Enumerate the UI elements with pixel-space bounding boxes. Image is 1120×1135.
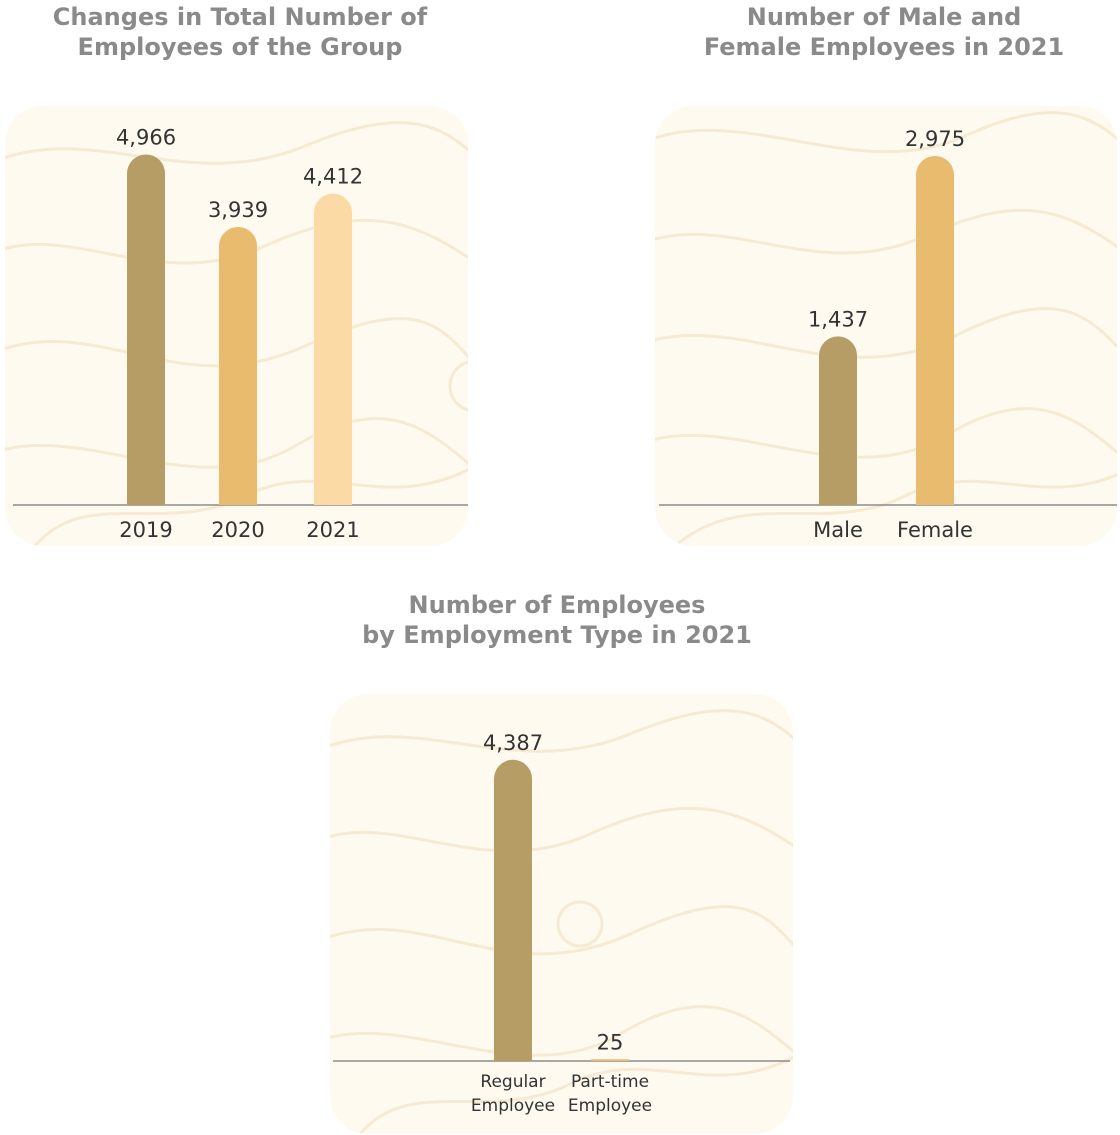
chart3-title-line2: by Employment Type in 2021 — [362, 621, 752, 649]
category-label: Regular Employee — [471, 1072, 555, 1116]
chart3-plot: 4,387 Regular Employee 25 Part-time Employee — [333, 731, 790, 1116]
chart2-plot: 1,437 Male 2,975 Female — [659, 127, 1117, 542]
chart2-title: Number of Male and Female Employees in 2… — [652, 2, 1116, 62]
chart1-plot: 4,966 2019 3,939 2020 4,412 2021 — [13, 125, 468, 542]
bar-male — [819, 336, 857, 505]
bar-part-time-employee — [591, 1059, 629, 1061]
value-label: 25 — [597, 1030, 624, 1054]
bar-regular-employee — [494, 759, 532, 1061]
chart2-panel: 1,437 Male 2,975 Female — [655, 106, 1117, 546]
value-label: 1,437 — [808, 307, 868, 331]
category-label: 2021 — [306, 518, 359, 542]
chart1-title-line2: Employees of the Group — [77, 33, 403, 61]
chart3-title: Number of Employees by Employment Type i… — [327, 590, 787, 650]
chart1-title: Changes in Total Number of Employees of … — [0, 2, 480, 62]
category-label: Female — [897, 518, 973, 542]
chart1-panel: 4,966 2019 3,939 2020 4,412 2021 — [5, 106, 468, 546]
chart3-contour-background — [330, 709, 793, 1134]
chart2-title-line2: Female Employees in 2021 — [703, 33, 1065, 61]
bar-2019 — [127, 154, 165, 505]
value-label: 3,939 — [208, 198, 268, 222]
category-label: Part-time Employee — [568, 1072, 652, 1116]
category-label: 2019 — [119, 518, 172, 542]
category-label: 2020 — [211, 518, 264, 542]
value-label: 4,412 — [303, 165, 363, 189]
chart3-title-line1: Number of Employees — [408, 591, 706, 619]
bar-2020 — [219, 226, 257, 505]
value-label: 4,387 — [483, 731, 543, 755]
value-label: 4,966 — [116, 125, 176, 149]
chart3-panel: 4,387 Regular Employee 25 Part-time Employee — [330, 694, 793, 1134]
category-label: Male — [813, 518, 863, 542]
bar-2021 — [314, 193, 352, 505]
bar-female — [916, 155, 954, 505]
chart2-title-line1: Number of Male and — [746, 3, 1022, 31]
chart1-title-line1: Changes in Total Number of — [52, 3, 428, 31]
value-label: 2,975 — [905, 127, 965, 151]
